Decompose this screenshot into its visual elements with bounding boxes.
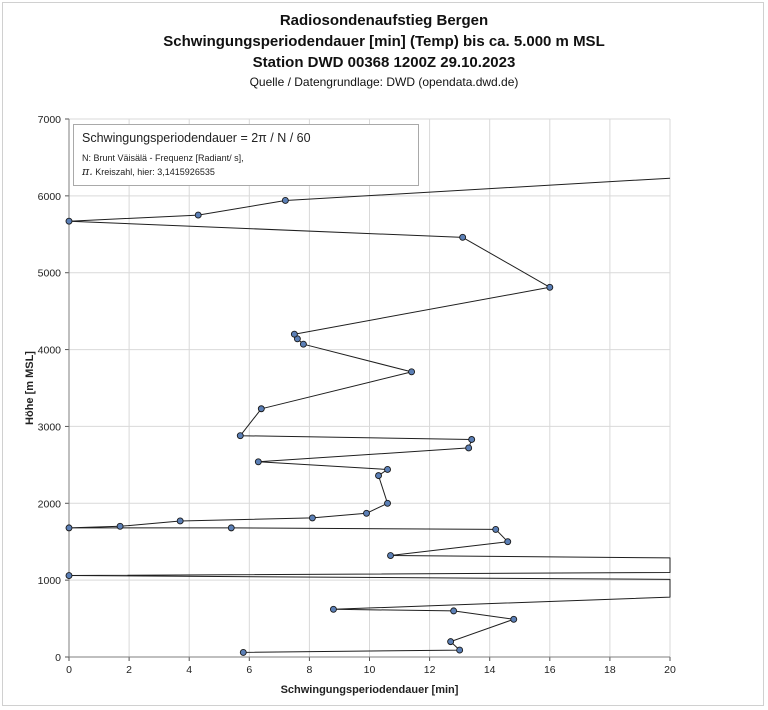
data-point: [65, 524, 73, 532]
data-point: [456, 646, 464, 654]
annotation-pi-text: Kreiszahl, hier: 3,1415926535: [95, 167, 215, 177]
chart-subtitle-line3: Station DWD 00368 1200Z 29.10.2023: [252, 54, 516, 71]
data-point: [290, 330, 298, 338]
x-tick-label: 20: [664, 664, 676, 676]
y-tick-label: 7000: [38, 114, 62, 126]
data-point: [447, 638, 455, 646]
data-point: [308, 514, 316, 522]
data-point: [492, 525, 500, 533]
annotation-n-definition: N: Brunt Väisälä - Frequenz [Radiant/ s]…: [82, 153, 244, 163]
chart-source: Quelle / Datengrundlage: DWD (opendata.d…: [249, 75, 519, 89]
y-tick-label: 1000: [38, 575, 62, 587]
data-point: [504, 538, 512, 546]
chart-subtitle-line2: Schwingungsperiodendauer [min] (Temp) bi…: [163, 33, 605, 50]
data-point: [65, 572, 73, 579]
x-tick-label: 16: [544, 664, 556, 676]
pi-symbol: π.: [82, 165, 93, 178]
tick-labels: 0 2 4 6 8 10 12 14 16 18 20 0 1000 2000 3000 4000 5000 60…: [38, 114, 676, 676]
x-tick-label: 14: [484, 664, 496, 676]
data-point: [194, 211, 202, 219]
data-point: [375, 472, 382, 480]
chart-title: Radiosondenaufstieg Bergen: [279, 12, 489, 29]
data-point: [254, 458, 262, 466]
x-tick-label: 6: [246, 664, 252, 676]
annotation-formula: Schwingungsperiodendauer = 2π / N / 60: [82, 131, 311, 145]
x-tick-label: 10: [364, 664, 376, 676]
y-tick-label: 2000: [38, 498, 62, 510]
x-axis-label: Schwingungsperiodendauer [min]: [281, 684, 459, 696]
y-tick-label: 5000: [38, 268, 62, 280]
data-point: [546, 283, 554, 291]
data-point: [329, 605, 337, 613]
x-tick-label: 8: [306, 664, 312, 676]
data-point: [116, 522, 124, 530]
x-tick-label: 12: [424, 664, 436, 676]
data-point: [387, 552, 394, 559]
data-point: [384, 499, 391, 507]
data-point: [239, 648, 247, 656]
y-tick-label: 3000: [38, 421, 62, 433]
axes: [65, 118, 671, 661]
data-point: [450, 607, 458, 615]
data-point: [384, 466, 391, 473]
y-tick-label: 4000: [38, 345, 62, 357]
data-point: [363, 509, 370, 517]
annotation-pi-definition: π. Kreiszahl, hier: 3,1415926535: [82, 165, 410, 179]
y-tick-label: 6000: [38, 191, 62, 203]
data-point: [281, 197, 289, 204]
x-tick-label: 18: [604, 664, 616, 676]
data-point: [408, 368, 416, 376]
formula-annotation-box: Schwingungsperiodendauer = 2π / N / 60 N…: [73, 124, 419, 186]
data-point: [468, 436, 476, 443]
y-axis-label: Höhe [m MSL]: [24, 351, 36, 425]
data-point: [299, 340, 307, 348]
data-point: [465, 444, 473, 452]
data-point: [257, 405, 265, 413]
chart-titles: Radiosondenaufstieg Bergen Schwingungspe…: [0, 10, 768, 90]
data-point: [510, 615, 518, 623]
x-tick-label: 0: [66, 664, 72, 676]
data-point: [236, 432, 244, 440]
x-tick-label: 4: [186, 664, 192, 676]
y-tick-label: 0: [55, 652, 61, 664]
series-group: [65, 177, 671, 656]
data-point: [227, 524, 235, 532]
data-point: [65, 217, 73, 225]
data-point: [459, 233, 467, 241]
data-point: [176, 517, 184, 525]
x-tick-label: 2: [126, 664, 132, 676]
